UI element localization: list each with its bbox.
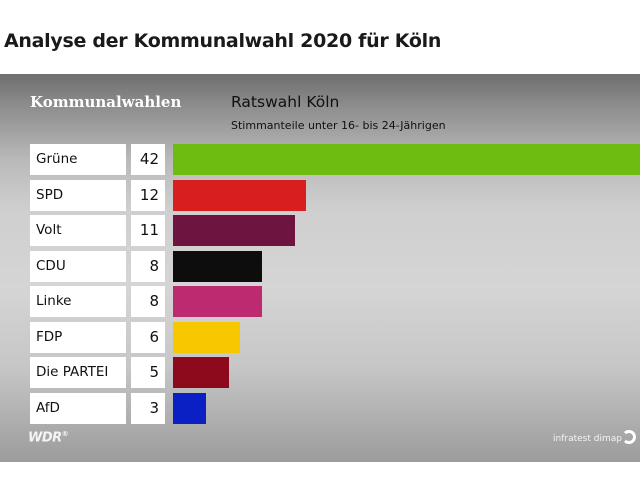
election-graphic: Kommunalwahlen Ratswahl Köln Stimmanteil… <box>0 74 640 462</box>
bar <box>173 321 240 353</box>
value-label: 5 <box>131 357 165 388</box>
wdr-logo: WDR® <box>28 430 69 446</box>
infratest-logo-icon <box>622 430 636 444</box>
bar-row: Grüne 42 <box>0 144 640 175</box>
bar-row: Linke 8 <box>0 286 640 317</box>
value-label: 12 <box>131 179 165 211</box>
bar-row: FDP 6 <box>0 321 640 353</box>
bar-row: AfD 3 <box>0 392 640 424</box>
source-credit: infratest dimap <box>553 434 622 444</box>
bar <box>173 250 262 282</box>
chart-title: Ratswahl Köln <box>231 93 340 111</box>
party-label: CDU <box>30 250 126 282</box>
value-label: 3 <box>131 392 165 424</box>
party-label: FDP <box>30 321 126 353</box>
value-label: 11 <box>131 215 165 246</box>
page-title: Analyse der Kommunalwahl 2020 für Köln <box>4 30 442 52</box>
chart-subtitle: Stimmanteile unter 16- bis 24-Jährigen <box>231 119 446 132</box>
bar-row: Die PARTEI 5 <box>0 357 640 388</box>
bar-row: SPD 12 <box>0 179 640 211</box>
party-label: SPD <box>30 179 126 211</box>
bar <box>173 357 229 388</box>
wdr-logo-text: WDR <box>28 430 62 446</box>
section-label: Kommunalwahlen <box>30 93 182 111</box>
value-label: 6 <box>131 321 165 353</box>
wdr-logo-mark: ® <box>61 430 69 438</box>
value-label: 42 <box>131 144 165 175</box>
bar <box>173 215 295 246</box>
bar <box>173 179 306 211</box>
value-label: 8 <box>131 250 165 282</box>
party-label: Volt <box>30 215 126 246</box>
bar <box>173 144 640 175</box>
bar <box>173 392 206 424</box>
bar <box>173 286 262 317</box>
party-label: Die PARTEI <box>30 357 126 388</box>
party-label: Linke <box>30 286 126 317</box>
bar-row: Volt 11 <box>0 215 640 246</box>
bar-row: CDU 8 <box>0 250 640 282</box>
party-label: Grüne <box>30 144 126 175</box>
value-label: 8 <box>131 286 165 317</box>
party-label: AfD <box>30 392 126 424</box>
